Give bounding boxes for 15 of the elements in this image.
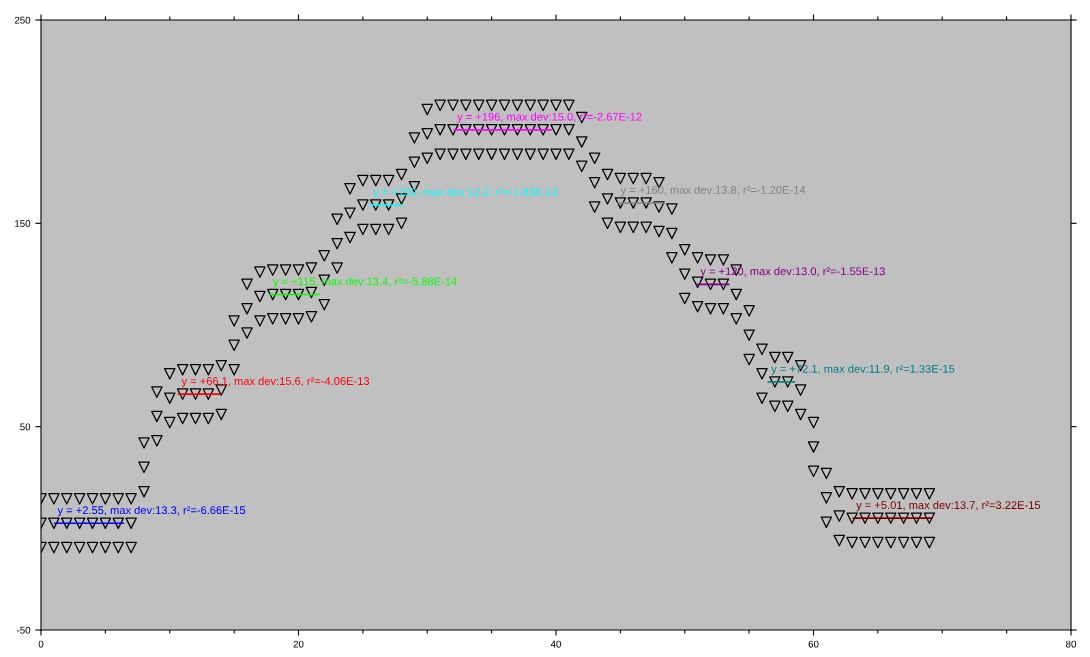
annotation: y = +2.55, max dev:13.3, r²=-6.66E-15	[57, 505, 246, 517]
x-tick-label: 0	[38, 640, 44, 648]
y-tick-label: 50	[20, 423, 31, 431]
y-tick-label: 250	[14, 16, 31, 24]
annotation: y = +72.1, max dev:11.9, r²=1.33E-15	[771, 364, 955, 375]
x-tick-label: 20	[293, 640, 304, 648]
x-tick-label: 80	[1066, 640, 1077, 648]
y-tick-label: 150	[15, 220, 31, 227]
x-tick-label: 40	[550, 640, 562, 648]
y-tick-label: -50	[16, 626, 31, 634]
x-tick-label: 60	[808, 640, 819, 648]
annotation: y = +159, max dev:12.2, r²=-1.83E-12	[373, 187, 558, 199]
annotation: y = +5.01, max dev:13.7, r²=3.22E-15	[856, 500, 1041, 512]
annotation: y = +66.1, max dev:15.6, r²=-4.06E-13	[181, 376, 370, 388]
annotation: y = +160, max dev:13.8, r²=-1.20E-14	[620, 185, 806, 197]
